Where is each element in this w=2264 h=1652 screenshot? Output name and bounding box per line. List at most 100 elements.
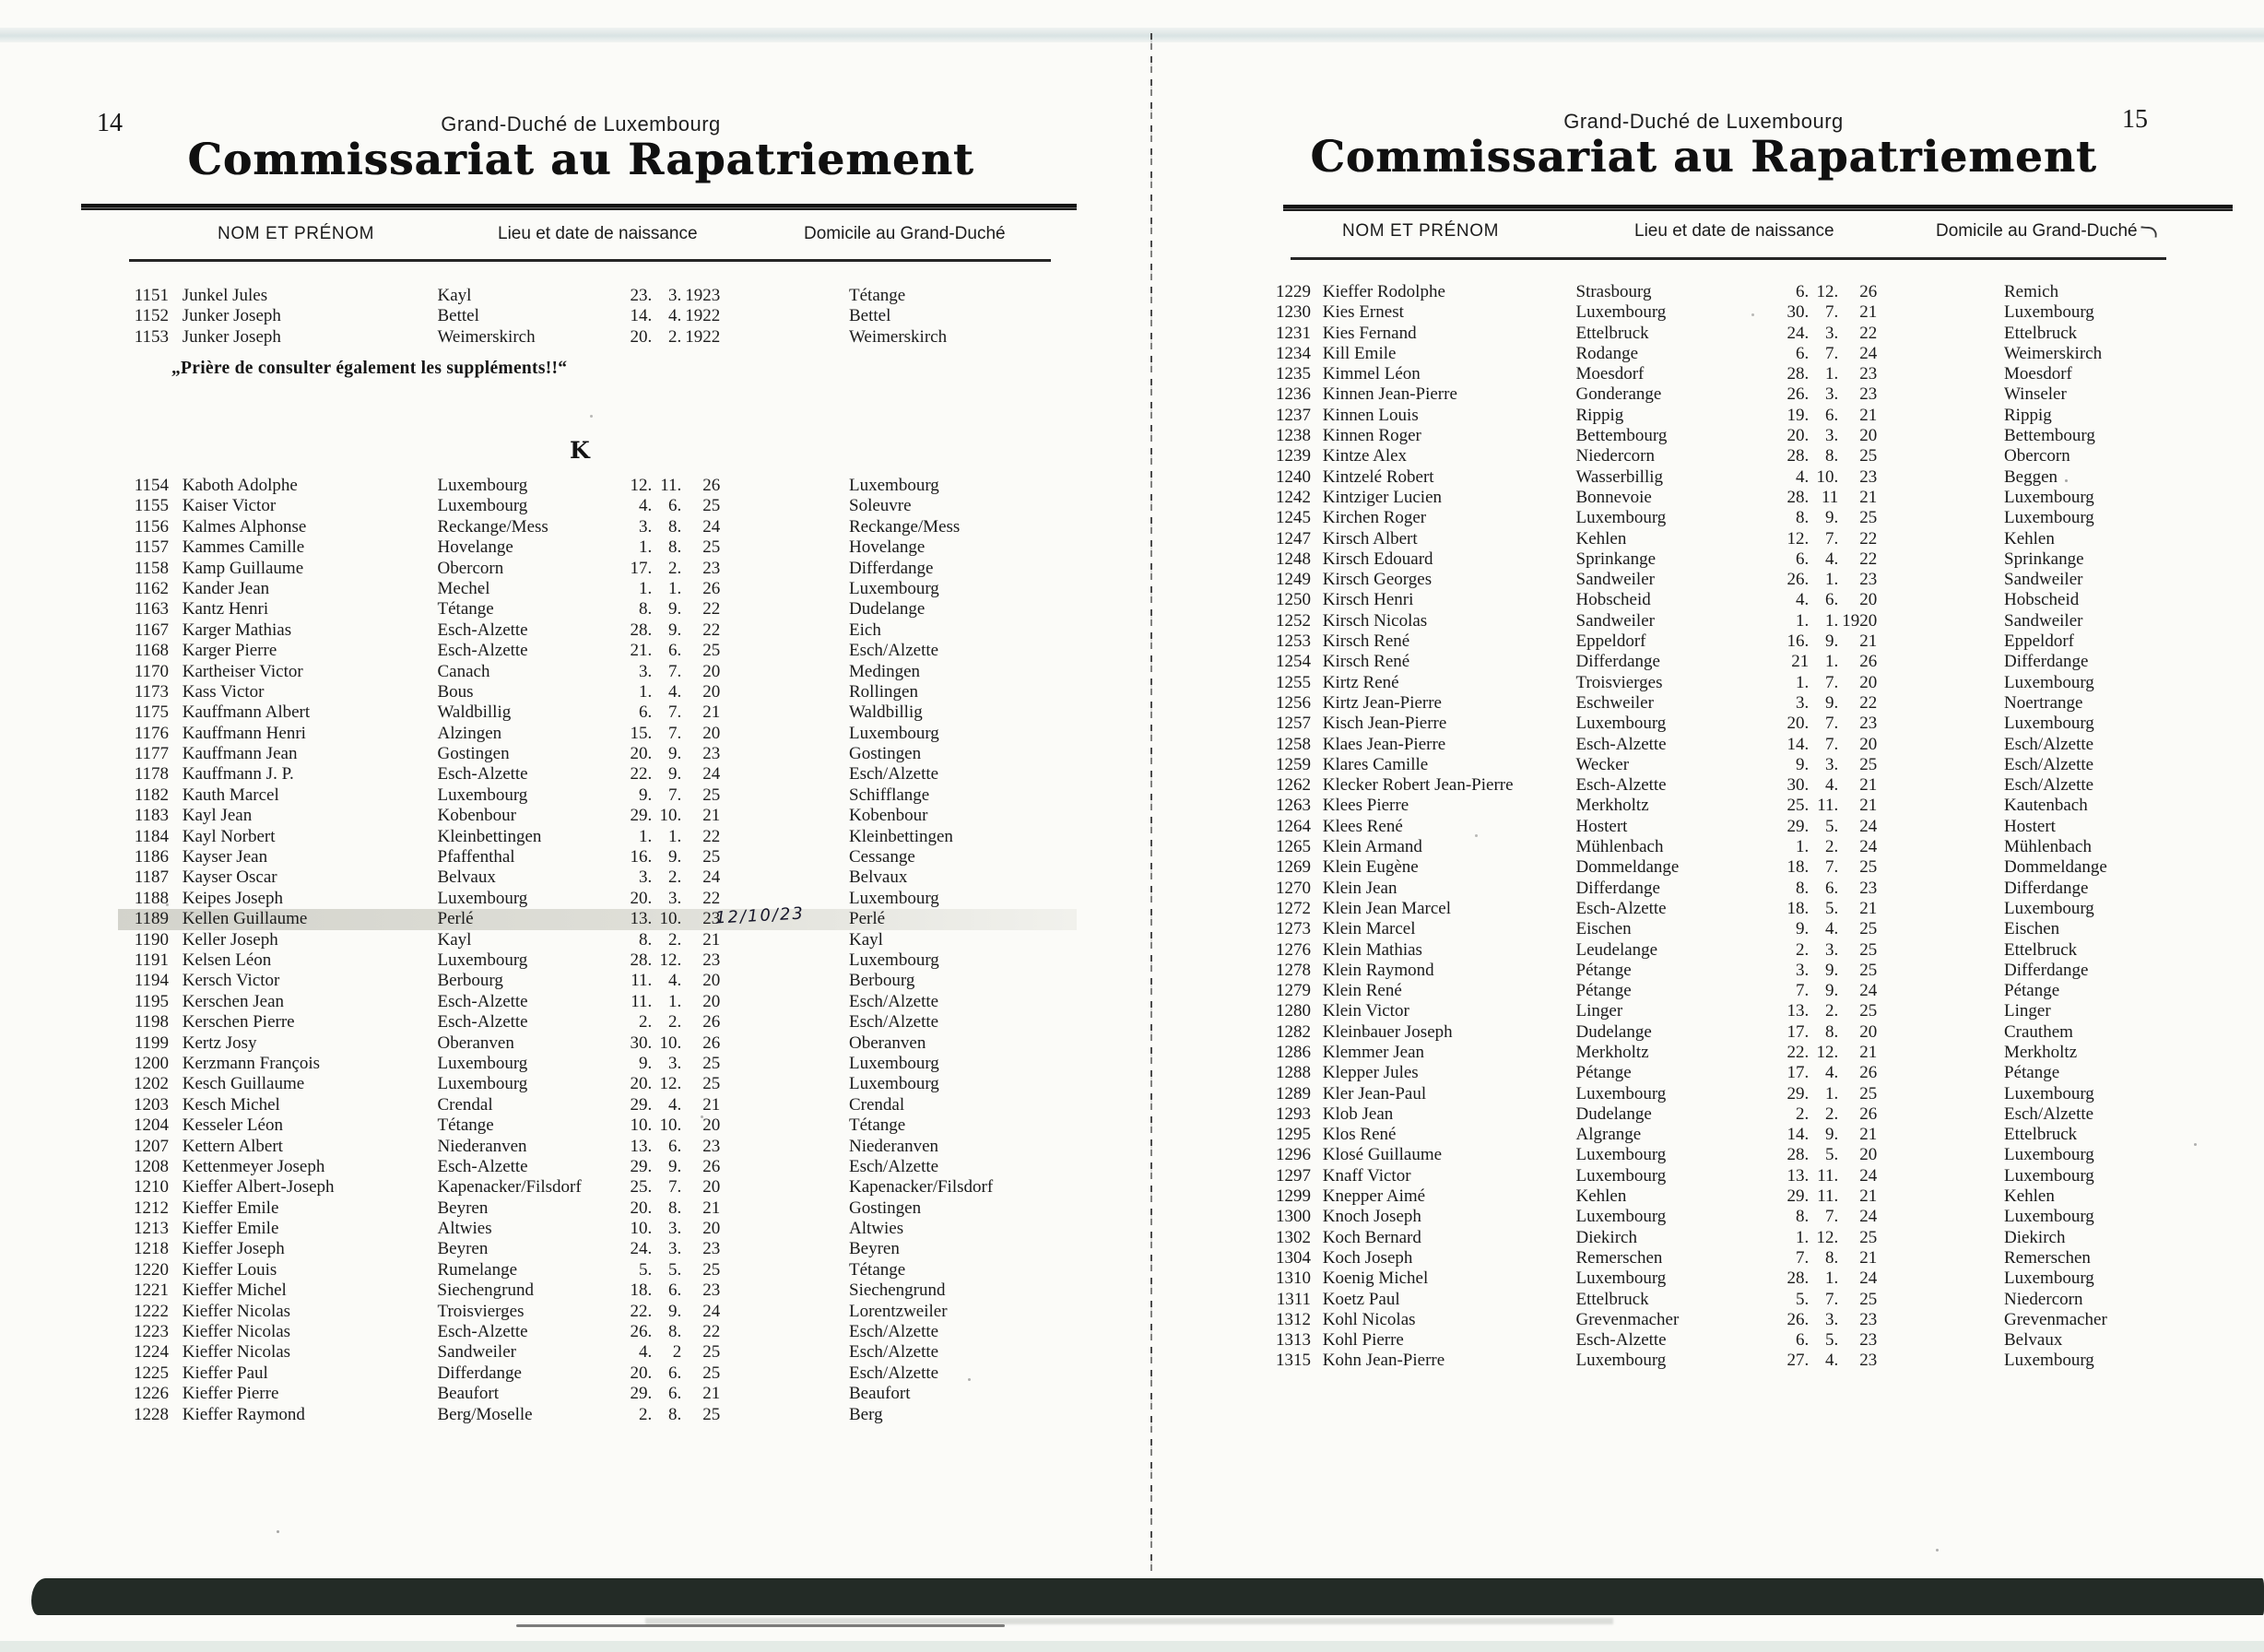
table-row: 1286 Klemmer Jean Merkholtz 22. 12. 21 Mer… (1270, 1043, 2229, 1063)
table-row: 1210 Kieffer Albert-Joseph Kapenacker/Fi… (118, 1177, 1077, 1198)
row-birthdate: 4. 2 25 (617, 1342, 720, 1363)
table-row: 1158 Kamp Guillaume Obercorn 17. 2. 23 Dif… (118, 559, 1077, 579)
row-birthplace: Belvaux (437, 867, 496, 888)
row-name: Kauffmann Albert (182, 702, 311, 723)
row-number: 1230 (1276, 302, 1311, 323)
birthdate-year: 20 (702, 661, 721, 681)
birthdate-year: 25 (702, 641, 721, 661)
birthdate-day: 22. (630, 1301, 653, 1321)
birthdate-day: 20. (630, 1074, 653, 1094)
row-birthplace: Rodange (1575, 343, 1639, 363)
row-birthdate: 25. 11. 21 (1774, 796, 1878, 816)
row-name: Kaiser Victor (182, 496, 277, 516)
birthdate-day: 22. (630, 764, 653, 785)
row-birthplace: Grevenmacher (1575, 1309, 1680, 1329)
birthdate-month: 1. (1825, 652, 1839, 672)
row-domicile: Sandweiler (2004, 610, 2083, 631)
pen-mark (2140, 226, 2158, 238)
birthdate-year: 25 (702, 1259, 721, 1280)
row-birthplace: Esch-Alzette (437, 1322, 528, 1342)
row-name: Kelsen Léon (182, 950, 272, 970)
row-birthdate: 13. 11. 24 (1774, 1165, 1878, 1186)
table-row: 1250 Kirsch Henri Hobscheid 4. 6. 20 Hobsc… (1270, 590, 2229, 610)
register-rows-left: 1154 Kaboth Adolphe Luxembourg 12. 11. 26 … (118, 476, 1077, 1425)
birthdate-day: 4. (639, 1342, 653, 1363)
row-birthplace: Luxembourg (1575, 1268, 1667, 1289)
birthdate-month: 11. (1817, 1186, 1839, 1207)
birthdate-year: 24 (1859, 837, 1878, 857)
birthdate-year: 23 (702, 744, 721, 764)
row-birthplace: Gostingen (437, 744, 510, 764)
birthdate-month: 1. (668, 826, 682, 846)
row-number: 1152 (134, 306, 169, 326)
table-row: 1204 Kesseler Léon Tétange 10. 10. 20 Téta… (118, 1115, 1077, 1136)
birthdate-month: 9. (1825, 1125, 1839, 1145)
birthdate-month: 7. (1825, 1289, 1839, 1309)
birthdate-day: 13. (1786, 1165, 1810, 1186)
row-birthplace: Esch-Alzette (1575, 1330, 1667, 1351)
birthdate-day: 3. (639, 661, 653, 681)
row-domicile: Remich (2004, 282, 2059, 301)
row-birthplace: Sandweiler (1575, 570, 1655, 590)
row-name: Kohl Nicolas (1322, 1309, 1416, 1329)
birthdate-year: 23 (702, 1239, 721, 1259)
row-domicile: Noertrange (2004, 692, 2083, 713)
birthdate-day: 8. (1796, 1207, 1810, 1227)
row-domicile: Esch/Alzette (849, 1156, 939, 1176)
table-row: 1183 Kayl Jean Kobenbour 29. 10. 21 Kobenb… (118, 806, 1077, 826)
row-domicile: Eischen (2004, 919, 2060, 939)
row-birthplace: Berbourg (437, 971, 503, 991)
row-birthdate: 3. 7. 20 (617, 662, 720, 682)
row-name: Klein Raymond (1322, 960, 1434, 980)
table-row: 1151 Junkel Jules Kayl 23. 3. 1923 Tétange (118, 286, 1077, 306)
row-name: Junker Joseph (182, 326, 281, 347)
birthdate-year: 25 (1859, 754, 1878, 774)
row-birthplace: Differdange (1575, 652, 1660, 672)
row-birthdate: 28. 5. 20 (1774, 1145, 1878, 1165)
table-row: 1208 Kettenmeyer Joseph Esch-Alzette 29.… (118, 1157, 1077, 1177)
row-domicile: Berg (849, 1404, 883, 1424)
row-name: Kammes Camille (182, 537, 305, 558)
birthdate-year: 22 (1859, 549, 1878, 569)
row-birthplace: Troisvierges (437, 1301, 525, 1321)
region-line-right: Grand-Duché de Luxembourg (1563, 110, 1844, 133)
row-domicile: Pétange (2004, 1063, 2060, 1083)
row-domicile: Dommeldange (2004, 857, 2107, 878)
row-domicile: Luxembourg (2004, 1207, 2094, 1227)
birthdate-day: 20. (630, 1363, 653, 1383)
birthdate-month: 12. (659, 950, 682, 970)
row-birthdate: 28. 1. 23 (1774, 364, 1878, 384)
row-birthplace: Kehlen (1575, 528, 1627, 549)
row-birthdate: 17. 8. 20 (1774, 1022, 1878, 1043)
birthdate-year: 20 (702, 1177, 721, 1198)
birthdate-day: 29. (1786, 1083, 1810, 1103)
row-number: 1213 (134, 1219, 169, 1239)
row-name: Klein Eugène (1322, 857, 1419, 878)
birthdate-year: 25 (702, 847, 721, 867)
birthdate-day: 29. (630, 1156, 653, 1176)
birthdate-month: 8. (668, 1322, 682, 1342)
row-name: Keller Joseph (182, 929, 278, 950)
row-domicile: Sprinkange (2004, 549, 2084, 569)
row-number: 1223 (134, 1322, 169, 1342)
row-name: Kander Jean (182, 578, 270, 598)
row-birthdate: 7. 8. 21 (1774, 1248, 1877, 1268)
birthdate-year: 24 (702, 764, 721, 785)
scan-bottom-line (516, 1624, 1005, 1627)
birthdate-day: 3. (1796, 960, 1810, 980)
birthdate-year: 25 (702, 1363, 721, 1383)
table-row: 1238 Kinnen Roger Bettembourg 20. 3. 20 Be… (1270, 426, 2229, 446)
row-number: 1293 (1276, 1103, 1311, 1124)
handwritten-annotation: 12/10/23 (714, 903, 806, 928)
birthdate-day: 17. (1786, 1063, 1810, 1083)
column-header-name-left: NOM ET PRÉNOM (218, 224, 375, 243)
birthdate-day: 9. (1796, 754, 1810, 774)
row-birthdate: 2. 3. 25 (1774, 940, 1877, 961)
table-row: 1184 Kayl Norbert Kleinbettingen 1. 1. 22 … (118, 827, 1077, 847)
row-domicile: Ettelbruck (2004, 323, 2078, 343)
row-number: 1238 (1276, 426, 1311, 446)
birthdate-year: 24 (702, 1301, 721, 1321)
row-domicile: Luxembourg (2004, 1165, 2094, 1186)
row-birthplace: Dudelange (1575, 1103, 1652, 1124)
row-domicile: Ettelbruck (2004, 939, 2078, 960)
